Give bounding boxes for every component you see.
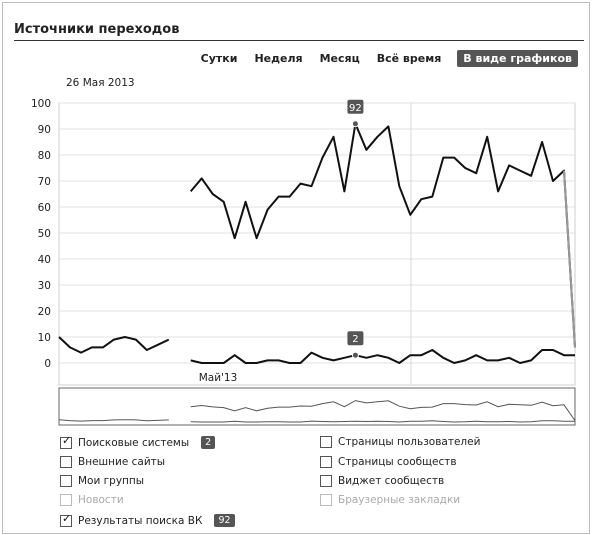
tab-month[interactable]: Месяц (319, 52, 360, 65)
y-tick-label: 30 (38, 280, 51, 292)
date-label: 26 Мая 2013 (66, 77, 135, 89)
y-tick-label: 40 (38, 254, 51, 266)
tab-all-time[interactable]: Всё время (376, 52, 442, 65)
legend-item-vk-search[interactable]: ✓ Результаты поиска ВК 92 (60, 511, 235, 527)
y-tick-label: 50 (38, 228, 51, 240)
series-line-search-engines (190, 349, 575, 364)
legend-item-search-engines[interactable]: ✓ Поисковые системы 2 (60, 433, 216, 449)
y-tick-label: 0 (44, 358, 51, 370)
y-tick-label: 10 (38, 332, 51, 344)
marker-vk-search-tooltip (347, 99, 364, 114)
y-tick-label: 80 (38, 150, 51, 162)
marker-search-engines-tooltip (347, 331, 364, 346)
legend-item-external-sites[interactable]: Внешние сайты (60, 456, 165, 468)
checkbox-browser-bookmarks (320, 494, 332, 506)
series-line-vk-search (58, 122, 576, 354)
legend-badge-vk-search: 92 (214, 514, 235, 527)
legend-item-my-groups[interactable]: Мои группы (60, 475, 144, 487)
legend-item-browser-bookmarks: Браузерные закладки (320, 494, 460, 506)
legend-label-browser-bookmarks: Браузерные закладки (338, 494, 461, 506)
legend-label-search-engines: Поисковые системы (78, 436, 190, 449)
y-tick-label: 100 (31, 98, 51, 110)
legend-item-user-pages[interactable]: Страницы пользователей (320, 436, 480, 448)
legend-label-vk-search: Результаты поиска ВК (78, 514, 203, 527)
checkbox-community-widget[interactable] (320, 475, 332, 487)
legend-label-community-pages: Страницы сообществ (338, 456, 457, 468)
legend-item-community-pages[interactable]: Страницы сообществ (320, 456, 457, 468)
legend-item-community-widget[interactable]: Виджет сообществ (320, 475, 444, 487)
checkbox-user-pages[interactable] (320, 436, 332, 448)
y-tick-label: 60 (38, 202, 51, 214)
marker-search-engines-point (351, 351, 359, 359)
tab-week[interactable]: Неделя (254, 52, 303, 65)
tab-day[interactable]: Сутки (200, 52, 238, 65)
marker-search-engines-tooltip-label: 2 (352, 334, 358, 345)
legend-label-community-widget: Виджет сообществ (338, 475, 445, 487)
checkbox-vk-search[interactable]: ✓ (60, 511, 72, 527)
checkbox-news (60, 494, 72, 506)
checkbox-external-sites[interactable] (60, 456, 72, 468)
legend-label-external-sites: Внешние сайты (78, 456, 166, 468)
overview-line-search-engines (190, 420, 575, 423)
marker-vk-search-point (351, 120, 359, 128)
legend-label-my-groups: Мои группы (78, 475, 145, 487)
legend-item-news: Новости (60, 494, 124, 506)
checkbox-community-pages[interactable] (320, 456, 332, 468)
tab-graph-view[interactable]: В виде графиков (457, 50, 578, 67)
y-tick-label: 70 (38, 176, 51, 188)
legend-label-user-pages: Страницы пользователей (338, 436, 481, 448)
plot-area (58, 102, 576, 386)
x-tick-label: Май'13 (199, 372, 238, 384)
page-title: Источники переходов (14, 22, 180, 37)
overview-line-vk-search (58, 400, 576, 422)
checkbox-search-engines[interactable]: ✓ (60, 433, 72, 449)
series-tail-segment (563, 170, 576, 348)
y-tick-label: 90 (38, 124, 51, 136)
marker-vk-search-tooltip-label: 92 (349, 103, 362, 114)
overview-selection (58, 387, 576, 426)
period-tabs: Сутки Неделя Месяц Всё время В виде граф… (184, 50, 578, 67)
y-tick-label: 20 (38, 306, 51, 318)
legend-badge-search-engines: 2 (201, 436, 216, 449)
checkbox-my-groups[interactable] (60, 475, 72, 487)
legend-label-news: Новости (78, 494, 124, 506)
title-divider (14, 40, 584, 41)
